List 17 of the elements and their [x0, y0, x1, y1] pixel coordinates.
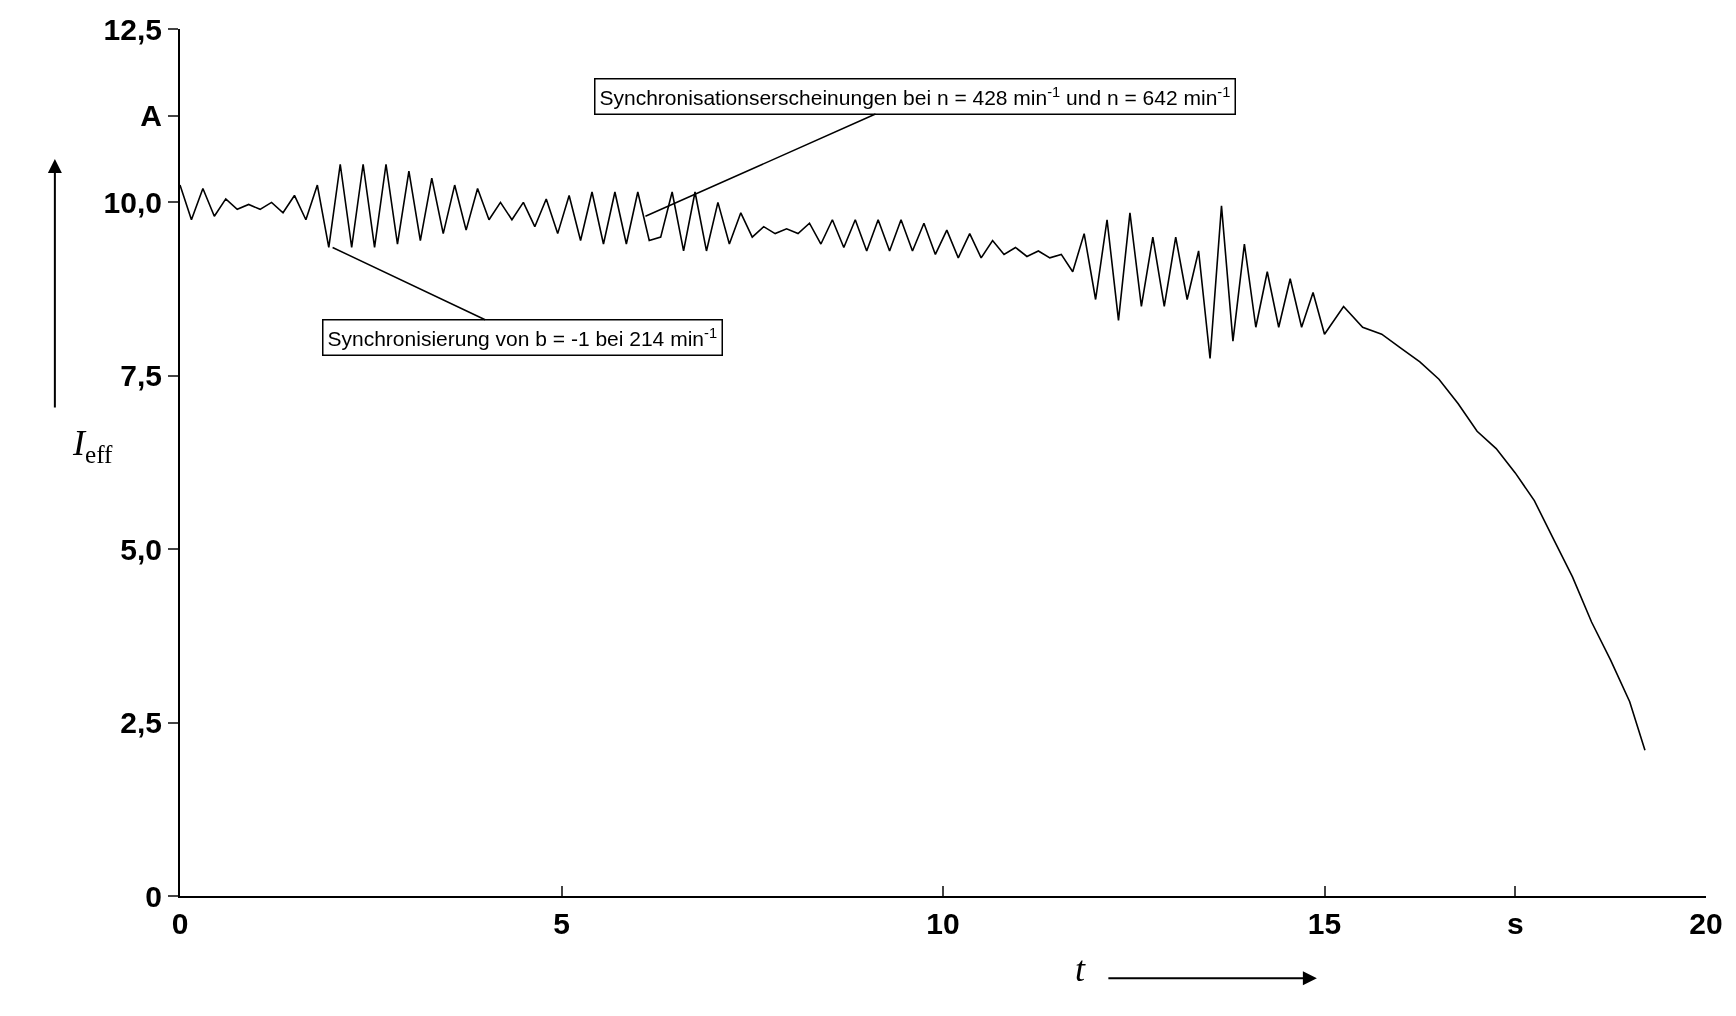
x-tick-label: 15	[1307, 907, 1342, 940]
y-tick-label: 12,5	[103, 12, 162, 46]
x-tick-label: s	[1506, 907, 1524, 940]
x-axis-title: t	[1075, 949, 1086, 989]
x-tick-label: 20	[1689, 907, 1723, 940]
x-tick-label: 0	[171, 907, 189, 940]
y-tick-label: A	[140, 99, 162, 133]
annotation: Synchronisierung von b = -1 bei 214 min$^{-1}$	[327, 324, 718, 351]
y-axis-title: I$_{eff}$	[72, 423, 114, 468]
y-tick-label: 2,5	[120, 706, 162, 740]
y-tick-label: 0	[145, 879, 162, 913]
y-tick-label: 5,0	[120, 532, 162, 566]
annotation: Synchronisationserscheinungen bei n = 428 min$^{-1}$ und n = 642 min$^{-1}$	[599, 83, 1231, 110]
y-tick-label: 7,5	[120, 359, 162, 393]
x-tick-label: 10	[926, 907, 960, 940]
y-tick-label: 10,0	[103, 185, 162, 219]
x-tick-label: 5	[553, 907, 570, 940]
